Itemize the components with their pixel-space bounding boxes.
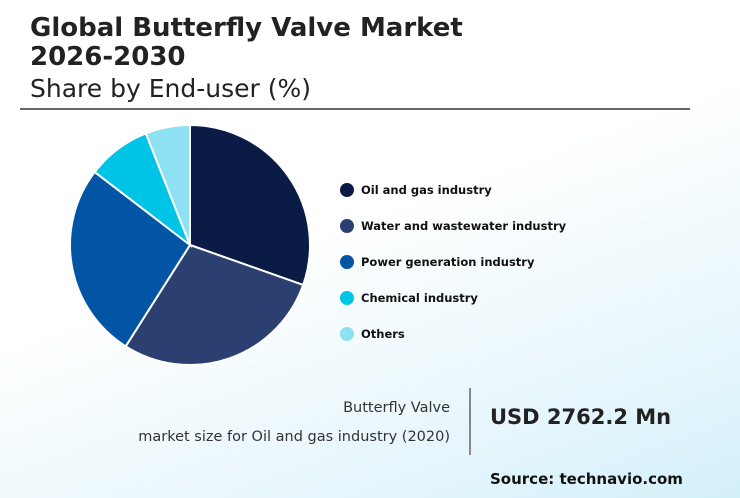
pie-slice-1 [124,243,305,366]
legend: Oil and gas industry Water and wastewater… [340,172,566,352]
legend-item: Others [340,316,566,352]
title-line-2: 2026-2030 [30,42,186,72]
stat-divider [469,388,471,455]
chart-subtitle: Share by End-user (%) [30,74,311,103]
pie-slice-2 [69,170,192,348]
legend-item: Water and wastewater industry [340,208,566,244]
legend-swatch [340,255,354,269]
legend-swatch [340,291,354,305]
title-line-1: Global Butterfly Valve Market [30,13,463,43]
stat-label-line-1: Butterfly Valve [343,400,450,416]
legend-label: Chemical industry [361,291,478,305]
chart-title: Global Butterfly Valve Market 2026-2030 [30,14,463,72]
legend-label: Others [361,327,405,341]
source-text: Source: technavio.com [490,470,683,488]
pie-chart [69,123,311,366]
pie-slice-4 [144,123,191,246]
legend-item: Oil and gas industry [340,172,566,208]
legend-item: Power generation industry [340,244,566,280]
stat-value: USD 2762.2 Mn [490,405,672,429]
legend-swatch [340,219,354,233]
legend-swatch [340,327,354,341]
pie-slice-0 [189,123,311,287]
divider [20,108,690,110]
legend-label: Power generation industry [361,255,535,269]
stat-label-line-2: market size for Oil and gas industry (20… [138,429,450,445]
legend-swatch [340,183,354,197]
legend-label: Oil and gas industry [361,183,492,197]
legend-item: Chemical industry [340,280,566,316]
legend-label: Water and wastewater industry [361,219,567,233]
